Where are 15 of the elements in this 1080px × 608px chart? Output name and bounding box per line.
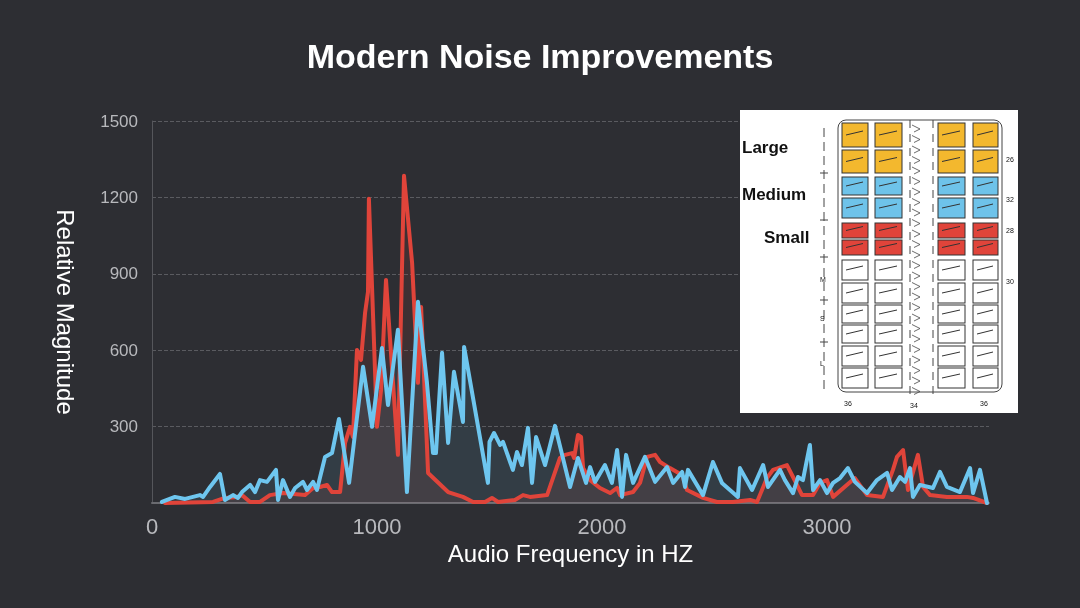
y-tick-label: 1200	[100, 187, 138, 207]
y-tick-label: 900	[109, 264, 138, 284]
annotation: Medium	[742, 185, 807, 205]
x-tick-label: 1000	[352, 513, 402, 539]
y-tick-label: 600	[109, 340, 138, 360]
y-axis-title: Relative Magnitude	[51, 209, 79, 415]
annotation: Large	[742, 138, 789, 158]
x-tick-label: 2000	[577, 513, 627, 539]
x-tick-label: 3000	[802, 513, 852, 539]
x-axis-title: Audio Frequency in HZ	[447, 540, 694, 568]
y-tick-label: 300	[109, 417, 138, 437]
y-tick-label: 1500	[100, 111, 138, 131]
x-tick-label: 0	[145, 513, 159, 539]
annotation: Small	[764, 228, 810, 248]
chart-title: Modern Noise Improvements	[306, 37, 774, 75]
